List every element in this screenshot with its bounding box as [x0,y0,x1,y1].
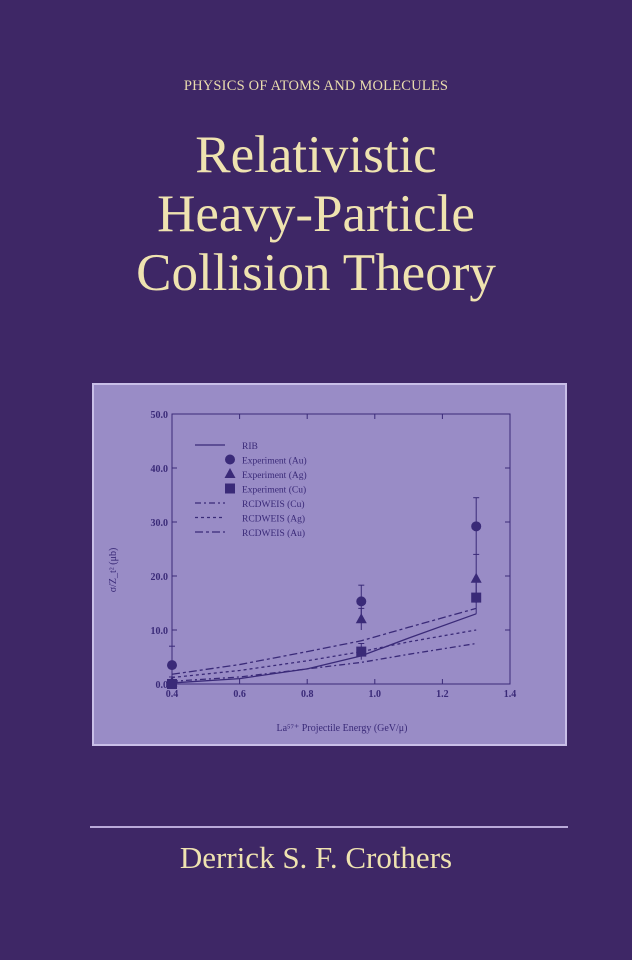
x-axis-label: La⁵⁷⁺ Projectile Energy (GeV/μ) [277,723,408,734]
legend-label-experiment-au: Experiment (Au) [242,456,307,467]
book-title: Relativistic Heavy-Particle Collision Th… [0,126,632,303]
cover-chart: 0.4 0.6 0.8 1.0 1.2 1.4 0.0 10.0 20.0 30.0 40.0 50.… [92,383,567,746]
y-tick-label: 0.0 [156,680,169,691]
legend-marker-experiment-cu [225,483,235,494]
series-line-rcdweis-ag [171,629,477,679]
divider [90,826,568,828]
legend-label-experiment-ag: Experiment (Ag) [242,470,307,481]
data-point-experiment-au [356,596,367,607]
data-point-experiment-cu [356,646,367,657]
y-tick-label: 40.0 [151,464,169,475]
legend-label-rcdweis-ag: RCDWEIS (Ag) [242,514,305,525]
data-point-experiment-au [471,521,482,532]
y-tick-label: 30.0 [151,518,169,529]
y-tick-label: 20.0 [151,572,169,583]
legend-marker-experiment-ag [224,468,236,478]
plot-frame [171,413,511,685]
title-line: Relativistic [195,126,437,184]
x-tick-label: 1.2 [436,689,449,700]
y-tick-label: 10.0 [151,626,169,637]
author-name: Derrick S. F. Crothers [179,840,453,875]
y-axis-label: σ/Z_t² (μb) [108,548,119,593]
data-point-experiment-ag [355,613,367,624]
x-tick-label: 1.4 [504,689,517,700]
legend-label-rcdweis-cu: RCDWEIS (Cu) [242,499,305,510]
legend-marker-experiment-au [225,454,235,465]
x-tick-label: 0.8 [301,689,314,700]
data-point-experiment-cu [167,679,177,689]
chart-svg: 0.4 0.6 0.8 1.0 1.2 1.4 0.0 10.0 20.0 30.0 40.0 50.… [108,410,517,734]
data-point-experiment-cu [471,592,482,603]
y-tick-label: 50.0 [151,410,169,421]
series-name: PHYSICS OF ATOMS AND MOLECULES [183,78,449,94]
x-tick-label: 0.6 [233,689,246,700]
legend-label-experiment-cu: Experiment (Cu) [242,485,306,496]
legend-label-rib: RIB [242,442,258,452]
legend-label-rcdweis-au: RCDWEIS (Au) [242,528,305,539]
series-line-rcdweis-cu [171,642,477,682]
series-line-rib [171,613,477,684]
data-point-experiment-ag [470,572,482,583]
series-line-rcdweis-au [171,607,477,675]
x-tick-label: 0.4 [166,689,179,700]
title-line: Collision Theory [136,244,496,302]
x-tick-label: 1.0 [369,689,382,700]
data-point-experiment-au [167,660,177,671]
title-line: Heavy-Particle [157,185,475,243]
